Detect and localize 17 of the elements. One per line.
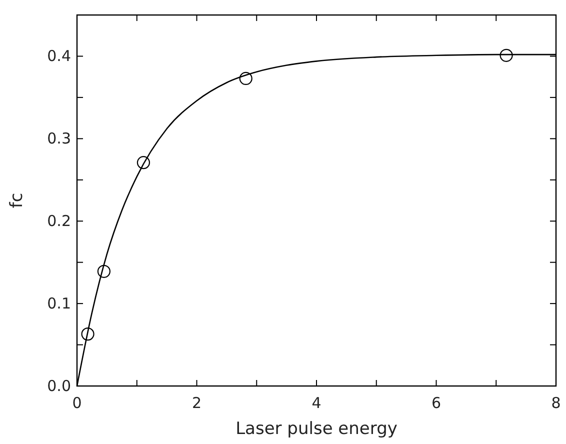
point <box>81 328 94 341</box>
y-axis-title: fc <box>7 192 27 208</box>
y-tick-label: 0.1 <box>47 294 71 313</box>
point <box>239 72 252 86</box>
x-tick-label: 6 <box>431 394 442 412</box>
point <box>136 156 150 170</box>
x-tick-label: 0 <box>72 394 82 412</box>
point <box>97 264 110 278</box>
x-tick-label: 2 <box>192 394 202 412</box>
x-tick-label: 4 <box>312 394 322 412</box>
y-tick-label: 0.4 <box>47 47 71 66</box>
y-tick-label: 0.2 <box>47 212 71 230</box>
x-axis-title: Laser pulse energy <box>236 419 398 439</box>
x-tick-label: 8 <box>551 394 561 412</box>
point <box>500 48 513 62</box>
y-tick-label: 0.0 <box>47 377 71 395</box>
y-tick-label: 0.3 <box>47 130 71 148</box>
